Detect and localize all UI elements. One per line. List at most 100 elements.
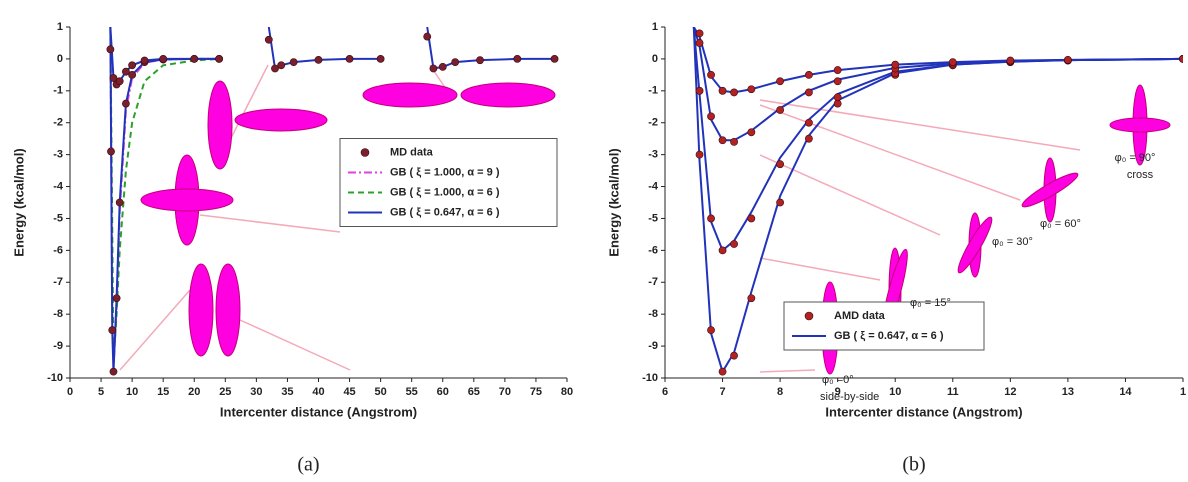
y-tick-label: -3 bbox=[53, 149, 63, 161]
data-point bbox=[106, 45, 115, 54]
x-tick-label: 12 bbox=[1004, 386, 1016, 398]
y-tick-label: -2 bbox=[648, 117, 658, 129]
x-tick-label: 10 bbox=[889, 386, 901, 398]
data-point bbox=[695, 86, 704, 95]
legend-label: GB ( ξ = 0.647, α = 6 ) bbox=[390, 206, 500, 218]
x-tick-label: 10 bbox=[126, 386, 138, 398]
x-tick-label: 60 bbox=[437, 386, 449, 398]
x-tick-label: 50 bbox=[375, 386, 387, 398]
data-point bbox=[833, 93, 842, 102]
y-tick-label: -10 bbox=[47, 372, 63, 384]
data-point bbox=[776, 77, 785, 86]
data-point bbox=[109, 74, 118, 82]
data-point bbox=[122, 99, 130, 108]
data-point bbox=[776, 160, 785, 169]
data-point bbox=[277, 61, 286, 70]
y-tick-label: -5 bbox=[648, 212, 658, 224]
x-tick-label: 7 bbox=[719, 386, 725, 398]
legend-box bbox=[783, 301, 985, 351]
annotation: φ₀ =0° bbox=[822, 374, 854, 386]
x-tick-label: 20 bbox=[188, 386, 200, 398]
data-point bbox=[730, 240, 738, 248]
data-point bbox=[451, 58, 460, 66]
y-tick-label: -8 bbox=[648, 308, 658, 320]
x-tick-label: 35 bbox=[281, 386, 293, 398]
y-tick-label: -9 bbox=[648, 340, 658, 352]
data-point bbox=[695, 150, 704, 159]
x-tick-label: 11 bbox=[947, 386, 959, 398]
y-tick-label: -1 bbox=[53, 85, 63, 97]
data-point bbox=[128, 61, 137, 70]
data-point bbox=[159, 55, 168, 63]
fit-line bbox=[267, 27, 381, 71]
data-point bbox=[707, 112, 715, 121]
data-point bbox=[747, 128, 756, 137]
x-tick-label: 55 bbox=[406, 386, 418, 398]
data-point bbox=[289, 58, 298, 66]
data-point bbox=[271, 64, 279, 73]
x-tick-label: 15 bbox=[157, 386, 169, 398]
x-tick-label: 65 bbox=[468, 386, 480, 398]
data-point bbox=[718, 367, 727, 376]
caption: (b) bbox=[902, 454, 925, 476]
annotation: φ₀ = 60° bbox=[1040, 218, 1081, 230]
y-tick-label: -10 bbox=[642, 372, 658, 384]
data-point bbox=[1006, 56, 1015, 65]
data-point bbox=[718, 86, 727, 95]
y-tick-label: -7 bbox=[53, 276, 63, 288]
data-point bbox=[112, 294, 121, 303]
fit-line bbox=[109, 27, 220, 363]
annotation: φ₀ = 90° bbox=[1115, 152, 1156, 164]
y-tick-label: -8 bbox=[53, 308, 63, 320]
legend-label: GB ( ξ = 0.647, α = 6 ) bbox=[834, 330, 944, 342]
y-tick-label: -4 bbox=[648, 180, 659, 192]
annotation: φ₀ = 15° bbox=[910, 297, 951, 309]
data-point bbox=[747, 214, 756, 223]
data-point bbox=[376, 55, 385, 63]
legend-label: AMD data bbox=[834, 310, 886, 322]
decorations-a bbox=[119, 64, 556, 371]
x-axis-title: Intercenter distance (Angstrom) bbox=[825, 404, 1022, 419]
x-tick-label: 25 bbox=[219, 386, 231, 398]
data-point bbox=[122, 67, 130, 76]
data-point bbox=[115, 198, 124, 207]
x-tick-label: 45 bbox=[343, 386, 355, 398]
data-point bbox=[948, 58, 957, 66]
x-tick-label: 70 bbox=[499, 386, 511, 398]
data-point bbox=[804, 134, 813, 143]
data-point bbox=[804, 88, 813, 97]
data-point bbox=[345, 55, 354, 63]
data-point bbox=[695, 39, 704, 47]
data-point bbox=[718, 136, 727, 145]
y-tick-label: -4 bbox=[53, 180, 64, 192]
data-point bbox=[730, 88, 738, 97]
legend-label: GB ( ξ = 1.000, α = 6 ) bbox=[390, 186, 500, 198]
x-tick-label: 0 bbox=[67, 386, 73, 398]
x-axis-title: Intercenter distance (Angstrom) bbox=[220, 404, 417, 419]
x-tick-label: 6 bbox=[662, 386, 668, 398]
data-point bbox=[108, 326, 117, 335]
data-point bbox=[1179, 55, 1183, 63]
fit-line bbox=[692, 27, 1183, 94]
y-tick-label: -1 bbox=[648, 85, 658, 97]
data-point bbox=[215, 55, 223, 63]
data-point bbox=[107, 147, 115, 156]
data-point bbox=[747, 85, 756, 94]
data-point bbox=[314, 55, 323, 64]
data-point bbox=[730, 351, 738, 360]
y-tick-label: -6 bbox=[53, 244, 63, 256]
x-tick-label: 30 bbox=[250, 386, 262, 398]
x-tick-label: 80 bbox=[561, 386, 573, 398]
annotation: cross bbox=[1127, 169, 1154, 181]
data-point bbox=[718, 246, 727, 255]
y-tick-label: 1 bbox=[57, 21, 63, 33]
data-point bbox=[833, 77, 842, 86]
caption: (a) bbox=[297, 454, 319, 476]
data-point bbox=[115, 77, 124, 86]
x-tick-label: 5 bbox=[98, 386, 104, 398]
y-tick-label: -2 bbox=[53, 117, 63, 129]
x-tick-label: 14 bbox=[1119, 386, 1132, 398]
data-point bbox=[513, 55, 522, 63]
annotation: φ₀ = 30° bbox=[992, 236, 1033, 248]
